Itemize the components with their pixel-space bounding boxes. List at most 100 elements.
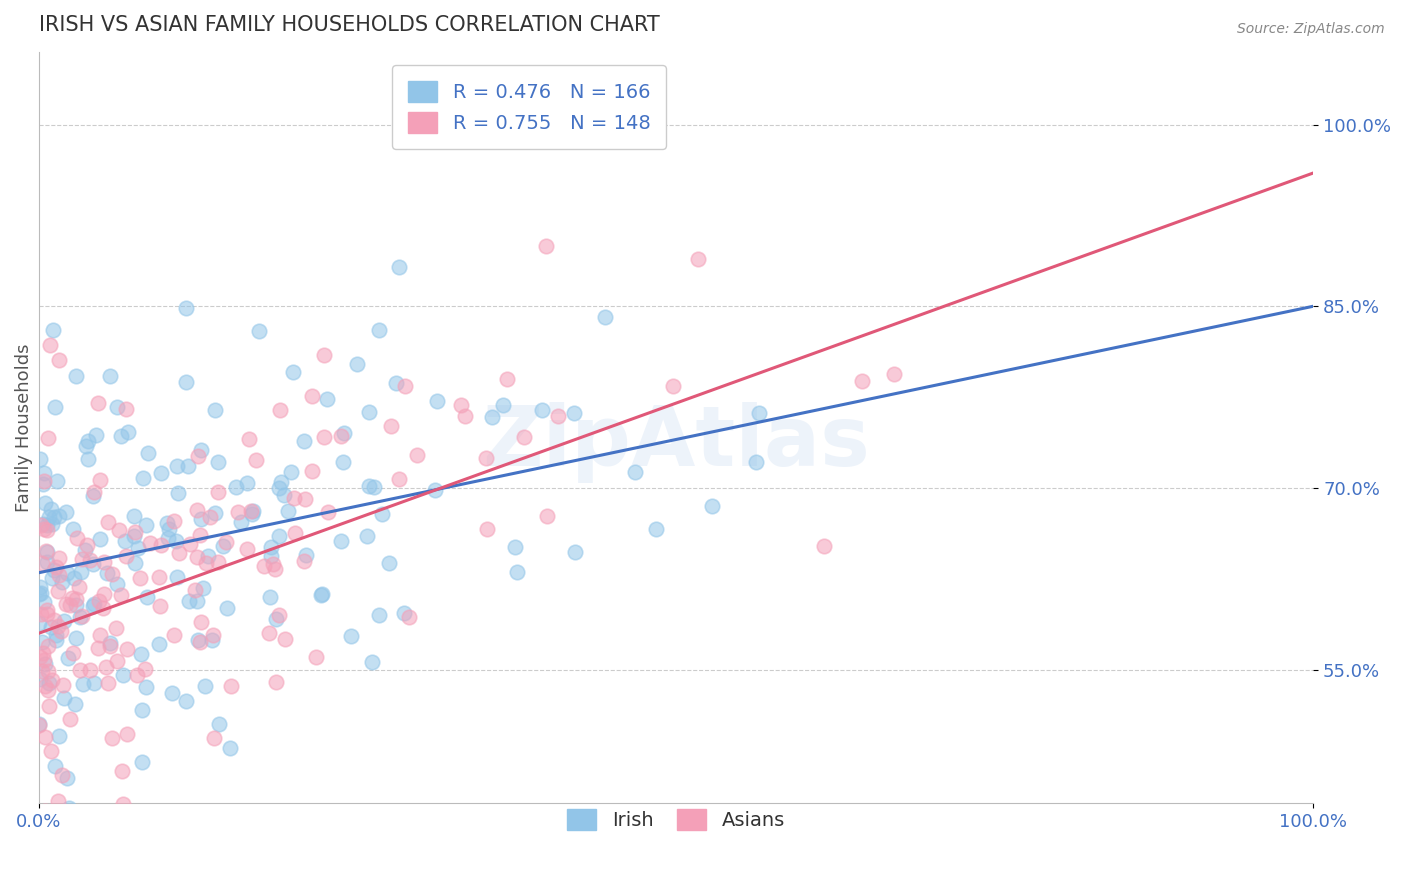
Point	[122, 529, 145, 543]
Point	[27, 615, 49, 630]
Point	[240, 507, 263, 521]
Point	[76, 451, 98, 466]
Point	[378, 557, 401, 571]
Point	[311, 587, 333, 601]
Point	[169, 546, 191, 560]
Point	[124, 525, 146, 540]
Point	[46, 474, 69, 488]
Point	[193, 581, 215, 595]
Point	[135, 680, 157, 694]
Point	[188, 635, 211, 649]
Point	[883, 367, 905, 381]
Point	[48, 619, 70, 633]
Point	[34, 496, 56, 510]
Point	[104, 621, 127, 635]
Point	[112, 797, 135, 812]
Point	[273, 632, 295, 646]
Point	[215, 535, 238, 549]
Point	[28, 452, 51, 467]
Point	[87, 594, 110, 608]
Point	[134, 662, 156, 676]
Point	[260, 541, 283, 555]
Point	[37, 431, 59, 445]
Point	[851, 375, 873, 389]
Point	[595, 310, 617, 324]
Point	[530, 403, 553, 417]
Point	[156, 532, 179, 546]
Point	[219, 741, 242, 756]
Text: Source: ZipAtlas.com: Source: ZipAtlas.com	[1237, 22, 1385, 37]
Point	[273, 488, 295, 502]
Point	[105, 654, 128, 668]
Point	[187, 633, 209, 648]
Point	[35, 603, 58, 617]
Point	[30, 586, 52, 600]
Point	[190, 512, 212, 526]
Point	[93, 587, 115, 601]
Point	[131, 755, 153, 769]
Point	[62, 646, 84, 660]
Point	[37, 607, 59, 621]
Point	[30, 673, 52, 687]
Point	[31, 646, 53, 660]
Point	[359, 478, 381, 492]
Point	[70, 608, 93, 623]
Point	[257, 626, 280, 640]
Point	[105, 577, 128, 591]
Point	[98, 636, 121, 650]
Point	[34, 730, 56, 744]
Point	[82, 489, 104, 503]
Point	[38, 698, 60, 713]
Point	[195, 556, 218, 570]
Point	[139, 808, 162, 822]
Legend: Irish, Asians: Irish, Asians	[551, 794, 800, 846]
Point	[315, 392, 337, 407]
Point	[174, 301, 197, 316]
Point	[65, 592, 87, 607]
Point	[292, 554, 315, 568]
Point	[238, 432, 260, 446]
Point	[149, 537, 172, 551]
Point	[813, 539, 835, 553]
Point	[363, 480, 385, 494]
Point	[135, 590, 157, 604]
Point	[97, 676, 120, 690]
Point	[96, 566, 118, 580]
Point	[41, 673, 63, 687]
Point	[98, 640, 121, 654]
Point	[270, 475, 292, 489]
Point	[247, 324, 270, 338]
Point	[277, 504, 299, 518]
Point	[34, 679, 56, 693]
Point	[156, 516, 179, 530]
Point	[97, 515, 120, 529]
Point	[135, 517, 157, 532]
Point	[332, 455, 354, 469]
Point	[314, 348, 336, 362]
Point	[371, 508, 394, 522]
Point	[41, 571, 63, 585]
Point	[44, 401, 66, 415]
Point	[269, 481, 291, 495]
Point	[63, 697, 86, 711]
Point	[304, 650, 326, 665]
Point	[46, 584, 69, 599]
Point	[37, 664, 59, 678]
Point	[51, 575, 73, 590]
Point	[242, 504, 264, 518]
Point	[166, 459, 188, 474]
Point	[55, 505, 77, 519]
Point	[747, 406, 769, 420]
Point	[194, 679, 217, 693]
Point	[42, 563, 65, 577]
Point	[177, 594, 200, 608]
Point	[184, 582, 207, 597]
Point	[475, 450, 498, 465]
Point	[75, 439, 97, 453]
Point	[124, 556, 146, 570]
Point	[388, 260, 411, 274]
Point	[301, 464, 323, 478]
Point	[454, 409, 477, 424]
Point	[163, 514, 186, 528]
Point	[333, 426, 356, 441]
